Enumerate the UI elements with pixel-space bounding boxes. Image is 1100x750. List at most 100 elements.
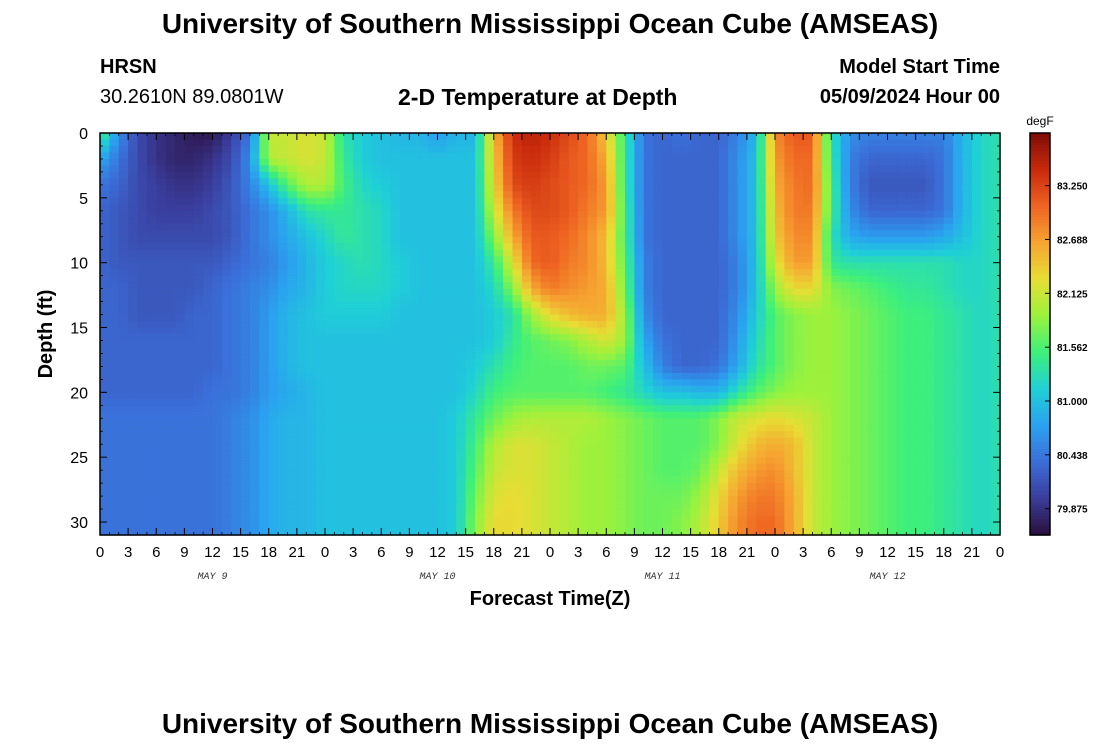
heatmap-cell xyxy=(128,359,139,368)
heatmap-cell xyxy=(587,275,598,283)
heatmap-cell xyxy=(896,314,907,322)
heatmap-cell xyxy=(962,405,973,413)
heatmap-cell xyxy=(831,353,842,361)
heatmap-cell xyxy=(184,236,195,244)
heatmap-cell xyxy=(146,372,157,380)
heatmap-cell xyxy=(465,230,476,238)
heatmap-cell xyxy=(859,392,870,400)
heatmap-cell xyxy=(175,275,185,283)
heatmap-cell xyxy=(390,334,401,342)
heatmap-cell xyxy=(343,346,354,355)
heatmap-cell xyxy=(165,366,176,374)
heatmap-cell xyxy=(100,197,110,205)
heatmap-cell xyxy=(512,165,523,173)
heatmap-cell xyxy=(840,256,851,264)
heatmap-cell xyxy=(896,269,907,277)
heatmap-cell xyxy=(728,171,739,179)
heatmap-cell xyxy=(446,269,457,277)
heatmap-cell xyxy=(137,301,148,309)
heatmap-cell xyxy=(915,152,926,160)
heatmap-cell xyxy=(831,249,842,257)
heatmap-cell xyxy=(146,133,157,141)
heatmap-cell xyxy=(493,411,504,419)
heatmap-cell xyxy=(662,197,673,205)
heatmap-cell xyxy=(878,359,889,368)
heatmap-cell xyxy=(521,197,532,205)
heatmap-cell xyxy=(221,133,232,141)
heatmap-cell xyxy=(381,210,392,218)
heatmap-cell xyxy=(896,295,907,303)
heatmap-cell xyxy=(728,398,739,406)
heatmap-cell xyxy=(578,184,589,192)
heatmap-cell xyxy=(831,321,842,329)
heatmap-cell xyxy=(475,210,485,218)
heatmap-cell xyxy=(700,145,710,154)
heatmap-cell xyxy=(156,301,167,309)
heatmap-cell xyxy=(737,191,748,199)
heatmap-cell xyxy=(840,282,851,290)
heatmap-cell xyxy=(428,223,439,231)
heatmap-cell xyxy=(484,152,495,160)
heatmap-cell xyxy=(690,256,701,264)
heatmap-cell xyxy=(859,327,870,335)
heatmap-cell xyxy=(456,314,467,322)
heatmap-cell xyxy=(118,243,129,251)
heatmap-cell xyxy=(203,295,214,303)
heatmap-cell xyxy=(296,444,307,452)
heatmap-cell xyxy=(128,204,139,212)
heatmap-cell xyxy=(615,262,626,270)
heatmap-cell xyxy=(671,282,682,290)
heatmap-cell xyxy=(128,411,139,419)
heatmap-cell xyxy=(850,269,860,277)
heatmap-cell xyxy=(146,444,157,452)
heatmap-cell xyxy=(690,191,701,199)
heatmap-cell xyxy=(418,379,429,387)
heatmap-cell xyxy=(353,366,364,374)
heatmap-cell xyxy=(596,405,607,413)
heatmap-cell xyxy=(690,340,701,348)
heatmap-cell xyxy=(709,197,720,205)
heatmap-cell xyxy=(887,424,898,432)
heatmap-cell xyxy=(250,204,260,212)
heatmap-cell xyxy=(925,133,935,141)
heatmap-cell xyxy=(728,437,739,445)
heatmap-cell xyxy=(400,191,410,199)
heatmap-cell xyxy=(690,210,701,218)
heatmap-cell xyxy=(690,230,701,238)
heatmap-cell xyxy=(550,139,560,147)
heatmap-cell xyxy=(934,334,945,342)
heatmap-cell xyxy=(784,236,795,244)
heatmap-cell xyxy=(906,256,917,264)
heatmap-cell xyxy=(296,405,307,413)
heatmap-cell xyxy=(887,379,898,387)
heatmap-cell xyxy=(550,457,560,465)
heatmap-cell xyxy=(615,139,626,147)
heatmap-cell xyxy=(540,230,551,238)
heatmap-cell xyxy=(812,223,823,231)
heatmap-cell xyxy=(643,353,654,361)
heatmap-cell xyxy=(671,262,682,270)
heatmap-cell xyxy=(540,197,551,205)
heatmap-cell xyxy=(306,152,317,160)
heatmap-cell xyxy=(728,243,739,251)
heatmap-cell xyxy=(718,204,729,212)
heatmap-cell xyxy=(381,379,392,387)
heatmap-cell xyxy=(746,366,757,374)
heatmap-cell xyxy=(831,418,842,426)
heatmap-cell xyxy=(512,405,523,413)
heatmap-cell xyxy=(578,197,589,205)
heatmap-cell xyxy=(681,308,692,316)
heatmap-cell xyxy=(137,392,148,400)
heatmap-cell xyxy=(512,346,523,355)
heatmap-cell xyxy=(184,398,195,406)
heatmap-cell xyxy=(465,223,476,231)
heatmap-cell xyxy=(175,405,185,413)
heatmap-cell xyxy=(784,204,795,212)
heatmap-cell xyxy=(128,398,139,406)
heatmap-cell xyxy=(681,158,692,167)
heatmap-cell xyxy=(906,444,917,452)
heatmap-cell xyxy=(671,398,682,406)
heatmap-cell xyxy=(212,353,223,361)
heatmap-cell xyxy=(925,431,935,439)
heatmap-cell xyxy=(437,424,448,432)
